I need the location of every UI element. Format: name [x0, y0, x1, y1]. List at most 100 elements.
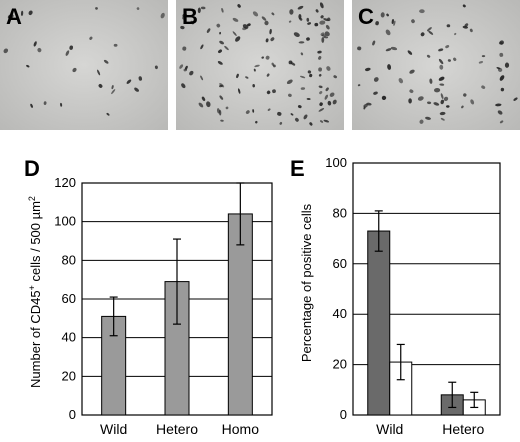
cell-blob: [463, 93, 467, 97]
cell-blob: [446, 24, 451, 28]
cell-blob: [326, 66, 331, 71]
chart-d-ytick-label: 60: [62, 291, 76, 306]
cell-blob: [409, 89, 414, 93]
cell-blob: [324, 31, 330, 37]
chart-d-ylabel: Number of CD45+ cells / 500 µm2: [27, 196, 43, 388]
cell-blob: [236, 73, 239, 79]
cell-blob: [26, 64, 30, 68]
cell-blob: [290, 62, 296, 66]
cell-blob: [433, 102, 440, 106]
cell-blob: [373, 77, 379, 82]
cell-blob: [439, 64, 444, 70]
cell-blob: [43, 101, 47, 105]
cell-blob: [481, 55, 486, 58]
cell-blob: [499, 52, 504, 57]
cell-blob: [306, 17, 310, 22]
cell-blob: [113, 43, 118, 47]
cell-blob: [469, 28, 473, 33]
cell-blob: [95, 7, 98, 10]
cell-blob: [327, 100, 332, 106]
micrograph-c-image: [352, 0, 520, 130]
cell-blob: [385, 29, 391, 36]
chart-d-ytick-label: 20: [62, 368, 76, 383]
cell-blob: [333, 75, 338, 79]
cell-blob: [303, 114, 308, 120]
cell-blob: [300, 75, 306, 79]
cell-blob: [317, 50, 322, 54]
cell-blob: [180, 25, 185, 30]
chart-e-bar: [367, 230, 391, 416]
micrograph-b: B: [176, 0, 344, 130]
cell-blob: [69, 45, 74, 50]
cell-blob: [318, 73, 322, 77]
cell-blob: [314, 22, 319, 27]
cell-blob: [438, 58, 444, 65]
cell-blob: [364, 67, 371, 72]
chart-e-ytick-label: 20: [333, 357, 347, 372]
cell-blob: [429, 78, 433, 84]
cell-blob: [3, 48, 9, 54]
micrograph-b-image: [176, 0, 344, 130]
cell-blob: [411, 19, 415, 24]
cell-blob: [306, 37, 310, 41]
cell-blob: [264, 20, 269, 26]
cell-blob: [265, 38, 269, 43]
cell-blob: [438, 76, 445, 81]
cell-blob: [318, 55, 322, 60]
chart-d-ytick-label: 0: [69, 407, 76, 422]
cell-blob: [496, 67, 501, 70]
cell-blob: [254, 64, 260, 68]
cell-blob: [495, 103, 502, 107]
cell-blob: [298, 13, 302, 20]
micrograph-a-cells: [3, 7, 165, 116]
cell-blob: [97, 69, 101, 76]
cell-blob: [218, 49, 222, 54]
cell-blob: [289, 9, 294, 15]
cell-blob: [319, 2, 324, 9]
cell-blob: [497, 110, 503, 115]
cell-blob: [398, 78, 404, 84]
micrograph-a-image: [0, 0, 168, 130]
cell-blob: [272, 89, 276, 94]
cell-blob: [297, 105, 302, 109]
cell-blob: [481, 85, 486, 89]
chart-d-category-label: Homo: [222, 421, 260, 437]
cell-blob: [513, 97, 518, 101]
chart-e-ytick-label: 0: [340, 407, 347, 422]
chart-e-body: 0 20 40 60 80 100 Wild Hetero: [325, 155, 501, 437]
chart-e-ytick-label: 60: [333, 256, 347, 271]
cell-blob: [318, 67, 323, 72]
cell-blob: [271, 12, 275, 16]
cell-blob: [440, 99, 445, 105]
cell-blob: [454, 32, 457, 36]
cell-blob: [420, 32, 425, 37]
cell-blob: [126, 79, 132, 84]
cell-blob: [271, 62, 275, 66]
cell-blob: [182, 46, 187, 51]
cell-blob: [387, 64, 392, 70]
cell-blob: [266, 90, 271, 95]
chart-d-body: 0 20 40 60 80 100 120 Wild Hetero Homo: [54, 175, 273, 437]
cell-blob: [200, 6, 206, 10]
cell-blob: [321, 37, 325, 43]
cell-blob: [461, 105, 464, 109]
cell-blob: [190, 20, 195, 25]
cell-blob: [288, 93, 292, 97]
cell-blob: [300, 87, 306, 90]
cell-blob: [89, 36, 93, 40]
cell-blob: [217, 60, 223, 65]
cell-blob: [134, 87, 140, 92]
cell-blob: [408, 98, 412, 104]
chart-e-ytick-label: 100: [325, 155, 347, 170]
cell-blob: [499, 120, 504, 124]
cell-blob: [504, 62, 510, 68]
cell-blob: [106, 112, 110, 116]
cell-blob: [184, 65, 188, 70]
cell-blob: [500, 87, 505, 92]
chart-e-ytick-label: 40: [333, 306, 347, 321]
cell-blob: [261, 16, 267, 21]
cell-blob: [464, 23, 469, 27]
cell-blob: [111, 89, 116, 95]
cell-blob: [265, 55, 270, 60]
